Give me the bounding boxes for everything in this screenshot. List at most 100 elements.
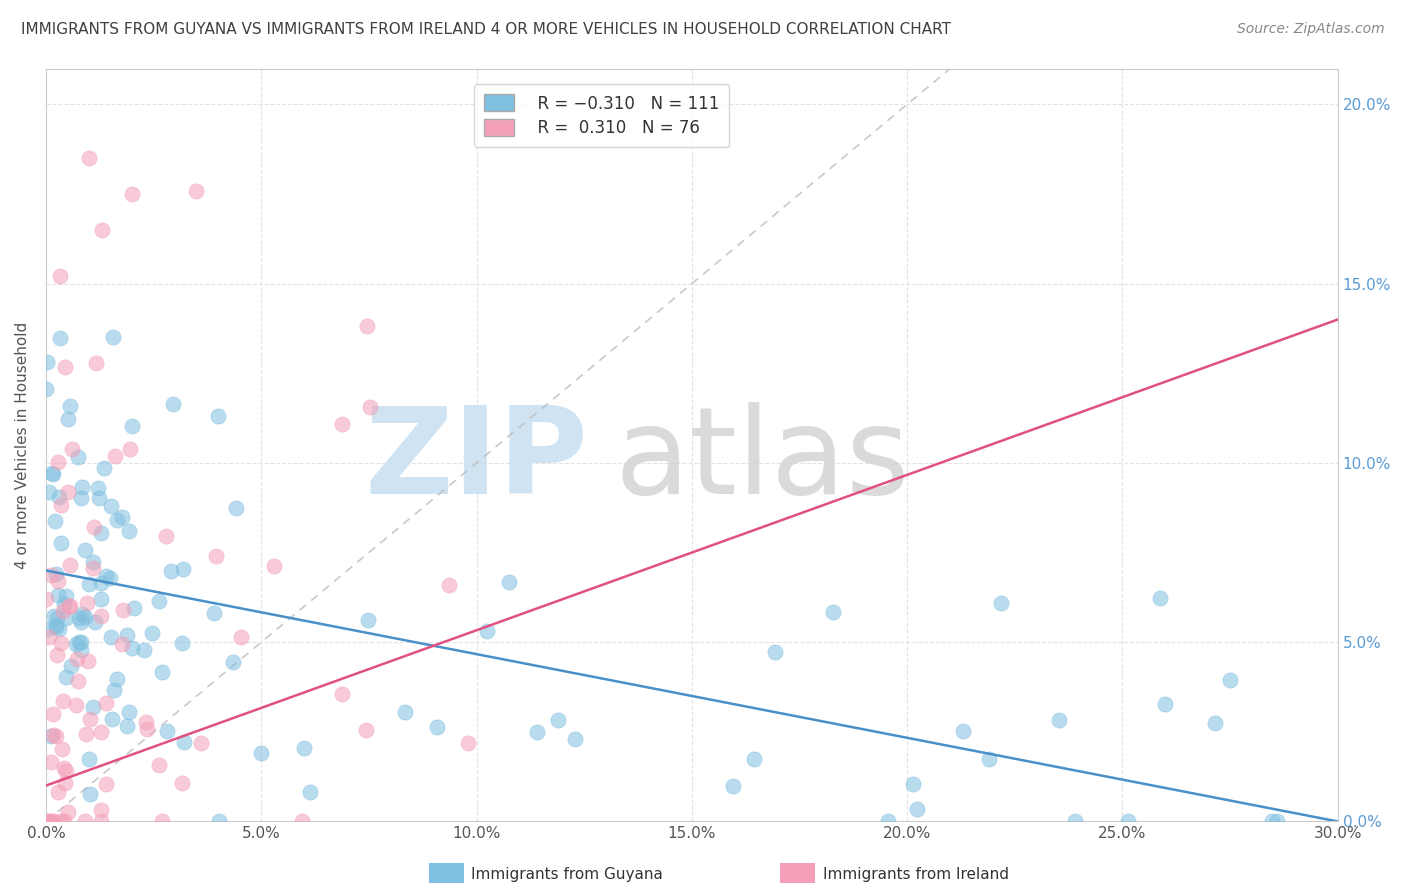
Point <box>59 599 82 614</box>
Point <box>104 449 127 463</box>
Point <box>132 643 155 657</box>
Point <box>98 571 121 585</box>
Point <box>162 397 184 411</box>
Point <box>58 558 80 572</box>
Point <box>1047 713 1070 727</box>
Point <box>53 814 76 829</box>
Point <box>1063 814 1085 829</box>
Point <box>823 605 845 619</box>
Point <box>205 549 228 563</box>
Point <box>55 589 77 603</box>
Point <box>53 761 76 775</box>
Point <box>170 635 193 649</box>
Point <box>82 555 104 569</box>
Point <box>250 746 273 760</box>
Point <box>135 714 157 729</box>
Point <box>190 736 212 750</box>
Point <box>83 615 105 629</box>
Text: ZIP: ZIP <box>364 401 589 518</box>
Point <box>46 648 69 663</box>
Point <box>44 609 66 624</box>
Point <box>56 484 79 499</box>
Point <box>70 480 93 494</box>
Point <box>65 637 87 651</box>
Point <box>93 460 115 475</box>
Point <box>475 624 498 638</box>
Point <box>905 802 928 816</box>
Point <box>1204 715 1226 730</box>
Point <box>111 510 134 524</box>
Point <box>48 814 70 829</box>
Point <box>45 611 67 625</box>
Point <box>55 670 77 684</box>
Point <box>101 712 124 726</box>
Point <box>66 651 89 665</box>
Point <box>291 814 314 829</box>
Point <box>330 417 353 431</box>
Point <box>152 665 174 680</box>
Point <box>70 491 93 505</box>
Point <box>263 558 285 573</box>
Point <box>58 805 80 820</box>
Point <box>94 568 117 582</box>
Point <box>39 755 62 769</box>
Point <box>75 542 97 557</box>
Point <box>49 636 72 650</box>
Point <box>53 776 76 790</box>
Point <box>83 520 105 534</box>
Y-axis label: 4 or more Vehicles in Household: 4 or more Vehicles in Household <box>15 321 30 568</box>
Point <box>1149 591 1171 606</box>
Point <box>117 719 139 733</box>
Point <box>425 720 447 734</box>
Point <box>35 383 58 397</box>
Point <box>100 630 122 644</box>
Point <box>45 729 67 743</box>
Point <box>121 186 143 201</box>
Point <box>357 613 380 627</box>
Point <box>498 575 520 590</box>
Point <box>60 442 83 456</box>
Point <box>65 698 87 712</box>
Point <box>294 741 316 756</box>
Point <box>172 562 194 576</box>
Point <box>38 814 60 829</box>
Point <box>79 787 101 801</box>
Point <box>990 596 1012 610</box>
Point <box>46 588 69 602</box>
Point <box>173 735 195 749</box>
Point <box>35 814 58 829</box>
Point <box>160 564 183 578</box>
Point <box>41 814 63 829</box>
Point <box>82 561 104 575</box>
Point <box>38 485 60 500</box>
Point <box>55 764 77 779</box>
Point <box>170 776 193 790</box>
Point <box>67 611 90 625</box>
Point <box>122 601 145 615</box>
Point <box>207 409 229 424</box>
Point <box>118 524 141 539</box>
Point <box>229 630 252 644</box>
Point <box>37 355 59 369</box>
Point <box>45 620 67 634</box>
Point <box>156 723 179 738</box>
Point <box>564 732 586 747</box>
Point <box>222 655 245 669</box>
Point <box>359 400 381 414</box>
Point <box>38 630 60 644</box>
Point <box>77 151 100 165</box>
Point <box>742 752 765 766</box>
Point <box>901 777 924 791</box>
Point <box>103 682 125 697</box>
Point <box>457 736 479 750</box>
Point <box>121 418 143 433</box>
Point <box>115 628 138 642</box>
Point <box>75 814 97 829</box>
Point <box>86 356 108 370</box>
Point <box>877 814 900 829</box>
Point <box>39 729 62 743</box>
Point <box>90 526 112 541</box>
Point <box>48 269 70 284</box>
Point <box>186 184 208 198</box>
Point <box>46 785 69 799</box>
